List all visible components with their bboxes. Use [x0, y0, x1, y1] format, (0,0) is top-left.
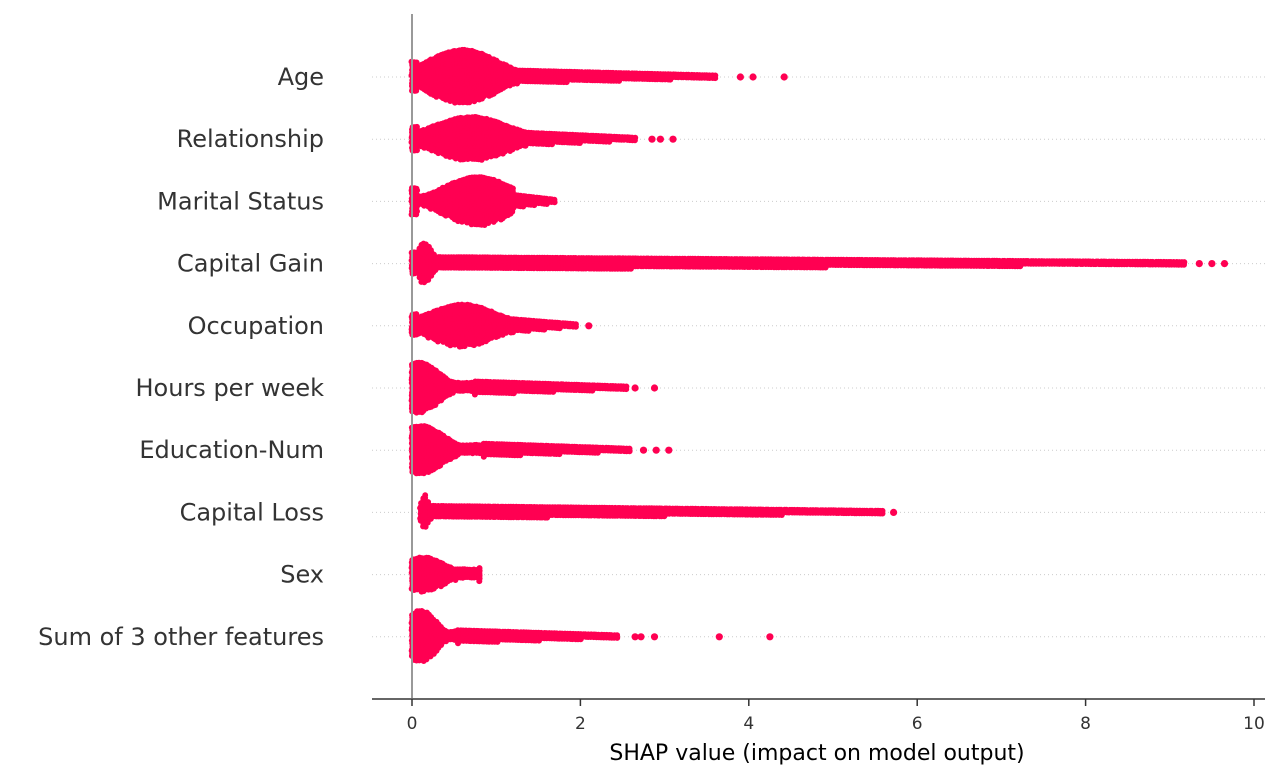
feature-swarm: [408, 114, 677, 163]
shap-point: [572, 323, 579, 330]
shap-point: [650, 384, 659, 392]
feature-label: Age: [278, 63, 324, 91]
feature-swarm: [408, 46, 788, 106]
shap-point: [551, 199, 558, 206]
shap-point: [712, 75, 719, 82]
feature-label: Relationship: [177, 125, 324, 153]
shap-point: [669, 135, 677, 143]
shap-point: [414, 147, 420, 154]
feature-label: Education-Num: [139, 436, 324, 464]
shap-point: [648, 135, 656, 143]
row-gridlines: [372, 76, 1265, 638]
feature-label: Capital Gain: [177, 250, 324, 278]
feature-label: Marital Status: [157, 187, 324, 215]
feature-swarm: [408, 240, 1229, 286]
shap-point: [749, 73, 757, 81]
feature-swarm: [408, 174, 558, 229]
shap-point: [656, 135, 665, 143]
feature-swarm: [408, 301, 593, 350]
shap-point: [736, 73, 745, 81]
shap-point: [780, 73, 788, 81]
shap-point: [1220, 260, 1229, 268]
feature-label: Hours per week: [136, 374, 325, 402]
shap-point: [623, 386, 630, 393]
feature-swarm: [408, 359, 659, 416]
feature-rows: Age Relationship Marital Status Capital Gai…: [38, 46, 1229, 664]
shap-point: [1181, 261, 1187, 268]
shap-point: [631, 384, 639, 392]
shap-point: [413, 211, 420, 218]
shap-point: [631, 137, 638, 144]
shap-point: [1195, 260, 1203, 268]
feature-label: Occupation: [188, 312, 324, 340]
shap-point: [585, 322, 593, 330]
shap-point: [425, 277, 432, 283]
shap-point: [413, 87, 420, 94]
shap-point: [1208, 260, 1216, 268]
